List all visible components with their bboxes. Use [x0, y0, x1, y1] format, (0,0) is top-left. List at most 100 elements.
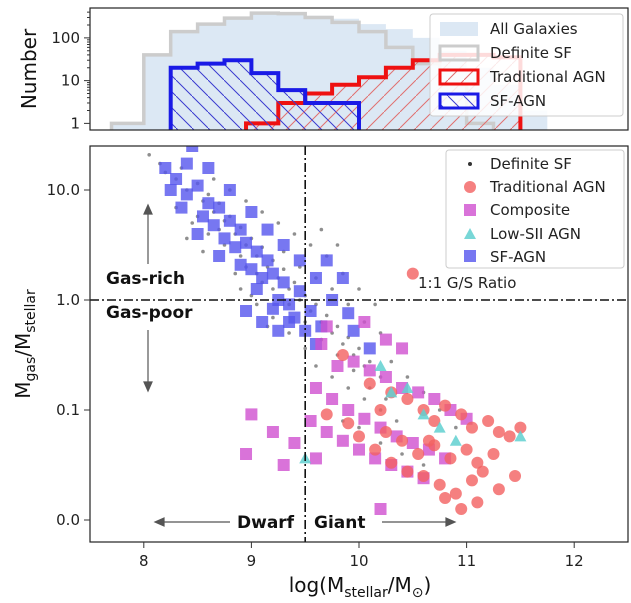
point-sf-agn: [320, 254, 333, 267]
point-composite: [326, 393, 339, 405]
point-definite-sf: [362, 397, 367, 401]
legend-marker-composite: [464, 204, 476, 216]
point-definite-sf: [335, 243, 340, 247]
legend-label-definite-sf: Definite SF: [490, 155, 572, 173]
point-definite-sf: [378, 441, 383, 445]
x-tick-label: 11: [457, 552, 476, 570]
point-traditional-agn: [439, 399, 452, 412]
point-definite-sf: [346, 386, 351, 390]
annotation-dwarf: Dwarf: [237, 513, 295, 533]
point-sf-agn: [256, 272, 269, 284]
point-definite-sf: [308, 243, 313, 247]
point-definite-sf: [185, 236, 189, 241]
point-sf-agn: [245, 263, 258, 276]
point-low-sii-agn: [401, 382, 414, 393]
point-traditional-agn: [444, 452, 457, 465]
point-sf-agn: [164, 184, 177, 196]
point-sf-agn: [309, 272, 322, 284]
point-low-sii-agn: [374, 360, 387, 371]
point-composite: [396, 342, 409, 355]
point-definite-sf: [271, 287, 275, 291]
point-composite: [309, 382, 322, 394]
histogram-frame: [89, 7, 629, 131]
point-traditional-agn: [385, 456, 398, 469]
point-sf-agn: [234, 223, 247, 236]
point-definite-sf: [421, 463, 426, 467]
point-definite-sf: [367, 359, 372, 364]
point-sf-agn: [170, 173, 183, 185]
y-tick-label: 1.0: [56, 291, 80, 309]
point-composite: [266, 426, 279, 438]
point-sf-agn: [191, 179, 204, 192]
point-traditional-agn: [449, 487, 462, 500]
point-definite-sf: [238, 254, 243, 258]
point-sf-agn: [256, 316, 269, 328]
scatter-y-ticks: 0.0 0.1 1.0 10.0: [47, 181, 90, 529]
point-traditional-agn: [476, 465, 489, 478]
legend-swatch-sf-agn: [438, 92, 480, 110]
point-definite-sf: [341, 342, 345, 346]
histogram-y-label: Number: [17, 28, 41, 109]
point-definite-sf: [260, 210, 264, 214]
point-traditional-agn: [465, 474, 478, 487]
point-traditional-agn: [460, 443, 473, 456]
point-traditional-agn: [509, 470, 522, 482]
point-composite: [363, 364, 376, 377]
point-traditional-agn: [336, 349, 349, 361]
point-definite-sf: [405, 375, 410, 379]
point-definite-sf: [346, 302, 351, 307]
legend-label-traditional-agn: Traditional AGN: [489, 68, 606, 86]
point-composite: [406, 437, 419, 449]
annotation-gas-rich: Gas-rich: [106, 269, 185, 289]
point-sf-agn: [186, 146, 199, 152]
legend-label-definite-sf: Definite SF: [490, 44, 572, 62]
point-sf-agn: [342, 307, 355, 320]
point-traditional-agn: [412, 448, 425, 460]
point-sf-agn: [283, 316, 296, 328]
point-definite-sf: [351, 368, 356, 373]
point-sf-agn: [283, 298, 296, 311]
legend-swatch-traditional-agn: [438, 68, 480, 86]
y-tick-label: 0.0: [56, 511, 80, 529]
point-definite-sf: [271, 315, 275, 320]
point-definite-sf: [211, 177, 216, 181]
point-composite: [358, 412, 371, 425]
point-definite-sf: [454, 425, 458, 430]
histogram-y-tick-label: 10: [61, 72, 80, 90]
point-definite-sf: [330, 375, 334, 379]
point-definite-sf: [373, 302, 377, 307]
point-sf-agn: [245, 206, 258, 218]
histogram-legend: All Galaxies Definite SF Traditional AGN…: [429, 13, 624, 117]
point-traditional-agn: [374, 404, 387, 416]
point-sf-agn: [240, 305, 253, 317]
point-traditional-agn: [503, 430, 516, 443]
point-sf-agn: [229, 241, 242, 254]
point-sf-agn: [180, 188, 193, 201]
legend-label-all-galaxies: All Galaxies: [490, 20, 578, 38]
arrow-down: [143, 330, 153, 393]
point-composite: [379, 333, 392, 346]
point-definite-sf: [357, 425, 361, 430]
point-definite-sf: [394, 419, 399, 423]
point-definite-sf: [254, 302, 259, 307]
x-tick-label: 9: [247, 552, 257, 570]
point-sf-agn: [196, 210, 209, 223]
y-tick-label: 0.1: [56, 401, 80, 419]
series-traditional-agn: [320, 267, 527, 515]
point-traditional-agn: [465, 421, 478, 434]
point-definite-sf: [314, 364, 318, 368]
point-definite-sf: [147, 153, 151, 157]
point-definite-sf: [238, 287, 243, 291]
point-composite: [277, 459, 290, 471]
arrow-up: [143, 203, 153, 264]
point-sf-agn: [261, 254, 274, 267]
legend-marker-traditional-agn: [464, 181, 476, 193]
point-sf-agn: [223, 184, 236, 196]
histogram-y-tick-label: 1: [70, 114, 80, 132]
legend-marker-definite-sf: [468, 162, 472, 166]
point-sf-agn: [363, 342, 376, 355]
point-traditional-agn: [396, 434, 409, 447]
point-low-sii-agn: [433, 421, 446, 433]
point-sf-agn: [277, 239, 290, 251]
